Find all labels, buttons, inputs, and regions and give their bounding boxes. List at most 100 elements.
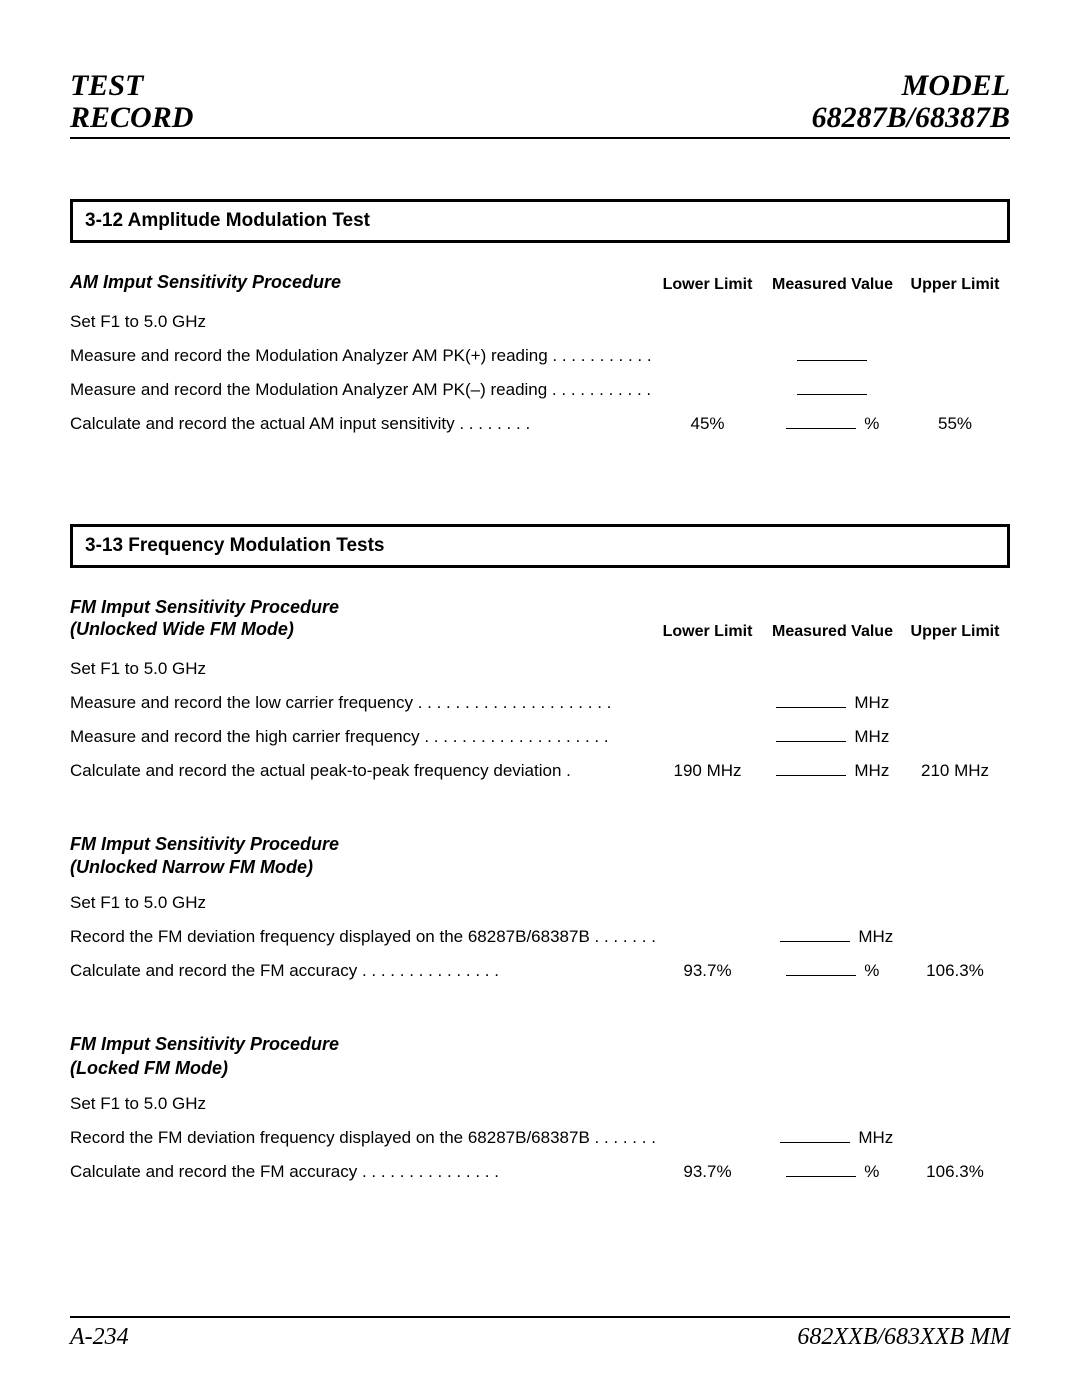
blank-field[interactable] <box>797 394 867 395</box>
col-upper: Upper Limit <box>900 276 1010 294</box>
header-left-line1: TEST <box>70 70 193 102</box>
measured-value: MHz <box>765 761 900 781</box>
measured-value: MHz <box>770 1128 902 1148</box>
unit-label: MHz <box>850 693 890 712</box>
col-measured: Measured Value <box>765 623 900 641</box>
fm-proc2-title: FM Imput Sensitivity Procedure (Unlocked… <box>70 833 1010 880</box>
unit-label: MHz <box>850 727 890 746</box>
col-measured: Measured Value <box>765 276 900 294</box>
measured-value: MHz <box>765 727 900 747</box>
measured-value <box>767 380 901 400</box>
upper-limit: 106.3% <box>900 961 1010 981</box>
unit-label: MHz <box>854 1128 894 1147</box>
fm-proc1-title: FM Imput Sensitivity Procedure (Unlocked… <box>70 596 650 641</box>
section-am: 3-12 Amplitude Modulation Test AM Imput … <box>70 199 1010 434</box>
col-lower: Lower Limit <box>650 623 765 641</box>
lower-limit: 190 MHz <box>650 761 765 781</box>
test-desc: Measure and record the low carrier frequ… <box>70 693 650 713</box>
test-row: Calculate and record the actual AM input… <box>70 414 1010 434</box>
fm-proc2-title-l2: (Unlocked Narrow FM Mode) <box>70 856 1010 879</box>
fm-proc3-title-l1: FM Imput Sensitivity Procedure <box>70 1033 1010 1056</box>
test-desc: Measure and record the Modulation Analyz… <box>70 380 653 400</box>
test-desc: Set F1 to 5.0 GHz <box>70 893 650 913</box>
am-rows: Set F1 to 5.0 GHz Measure and record the … <box>70 312 1010 434</box>
test-row: Measure and record the Modulation Analyz… <box>70 346 1010 366</box>
test-row: Set F1 to 5.0 GHz <box>70 659 1010 679</box>
section-fm-title: 3-13 Frequency Modulation Tests <box>70 524 1010 568</box>
measured-value: % <box>765 1162 900 1182</box>
blank-field[interactable] <box>776 741 846 742</box>
blank-field[interactable] <box>786 428 856 429</box>
test-row: Measure and record the low carrier frequ… <box>70 693 1010 713</box>
header-left: TEST RECORD <box>70 70 193 133</box>
test-desc: Calculate and record the FM accuracy . .… <box>70 961 650 981</box>
unit-label: % <box>860 961 880 980</box>
blank-field[interactable] <box>776 775 846 776</box>
test-row: Set F1 to 5.0 GHz <box>70 312 1010 332</box>
test-row: Set F1 to 5.0 GHz <box>70 893 1010 913</box>
section-fm: 3-13 Frequency Modulation Tests FM Imput… <box>70 524 1010 1183</box>
blank-field[interactable] <box>786 1176 856 1177</box>
measured-value: % <box>765 414 900 434</box>
lower-limit: 45% <box>650 414 765 434</box>
header-right: MODEL 68287B/68387B <box>812 70 1010 133</box>
section-am-title: 3-12 Amplitude Modulation Test <box>70 199 1010 243</box>
page: TEST RECORD MODEL 68287B/68387B 3-12 Amp… <box>0 0 1080 1397</box>
test-desc: Measure and record the high carrier freq… <box>70 727 650 747</box>
unit-label: % <box>860 1162 880 1181</box>
fm-proc1-title-l1: FM Imput Sensitivity Procedure <box>70 596 650 619</box>
page-header: TEST RECORD MODEL 68287B/68387B <box>70 70 1010 139</box>
fm-proc2-rows: Set F1 to 5.0 GHz Record the FM deviation… <box>70 893 1010 981</box>
upper-limit: 55% <box>900 414 1010 434</box>
footer-right: 682XXB/683XXB MM <box>797 1324 1010 1351</box>
unit-label: MHz <box>854 927 894 946</box>
unit-label: MHz <box>850 761 890 780</box>
unit-label: % <box>860 414 880 433</box>
test-row: Measure and record the Modulation Analyz… <box>70 380 1010 400</box>
blank-field[interactable] <box>776 707 846 708</box>
blank-field[interactable] <box>786 975 856 976</box>
blank-field[interactable] <box>780 941 850 942</box>
test-row: Calculate and record the FM accuracy . .… <box>70 1162 1010 1182</box>
header-right-line1: MODEL <box>812 70 1010 102</box>
test-row: Record the FM deviation frequency displa… <box>70 1128 1010 1148</box>
header-left-line2: RECORD <box>70 102 193 134</box>
fm-proc3-title: FM Imput Sensitivity Procedure (Locked F… <box>70 1033 1010 1080</box>
footer-left: A-234 <box>70 1324 129 1351</box>
test-desc: Calculate and record the actual peak-to-… <box>70 761 650 781</box>
upper-limit: 106.3% <box>900 1162 1010 1182</box>
measured-value <box>767 346 901 366</box>
am-column-header: AM Imput Sensitivity Procedure Lower Lim… <box>70 271 1010 294</box>
measured-value: MHz <box>765 693 900 713</box>
fm-proc1-header: FM Imput Sensitivity Procedure (Unlocked… <box>70 596 1010 641</box>
col-upper: Upper Limit <box>900 623 1010 641</box>
measured-value: % <box>765 961 900 981</box>
lower-limit: 93.7% <box>650 1162 765 1182</box>
am-procedure-title: AM Imput Sensitivity Procedure <box>70 271 650 294</box>
test-desc: Set F1 to 5.0 GHz <box>70 312 650 332</box>
test-row: Record the FM deviation frequency displa… <box>70 927 1010 947</box>
blank-field[interactable] <box>797 360 867 361</box>
test-desc: Set F1 to 5.0 GHz <box>70 1094 650 1114</box>
test-desc: Measure and record the Modulation Analyz… <box>70 346 653 366</box>
test-row: Measure and record the high carrier freq… <box>70 727 1010 747</box>
test-desc: Record the FM deviation frequency displa… <box>70 927 658 947</box>
fm-proc3-rows: Set F1 to 5.0 GHz Record the FM deviation… <box>70 1094 1010 1182</box>
test-desc: Set F1 to 5.0 GHz <box>70 659 650 679</box>
measured-value: MHz <box>770 927 902 947</box>
lower-limit: 93.7% <box>650 961 765 981</box>
col-lower: Lower Limit <box>650 276 765 294</box>
test-row: Calculate and record the actual peak-to-… <box>70 761 1010 781</box>
test-desc: Calculate and record the actual AM input… <box>70 414 650 434</box>
fm-proc1-rows: Set F1 to 5.0 GHz Measure and record the … <box>70 659 1010 781</box>
page-footer: A-234 682XXB/683XXB MM <box>70 1316 1010 1351</box>
test-desc: Record the FM deviation frequency displa… <box>70 1128 658 1148</box>
test-desc: Calculate and record the FM accuracy . .… <box>70 1162 650 1182</box>
fm-proc1-title-l2: (Unlocked Wide FM Mode) <box>70 618 650 641</box>
header-right-line2: 68287B/68387B <box>812 102 1010 134</box>
blank-field[interactable] <box>780 1142 850 1143</box>
upper-limit: 210 MHz <box>900 761 1010 781</box>
test-row: Calculate and record the FM accuracy . .… <box>70 961 1010 981</box>
test-row: Set F1 to 5.0 GHz <box>70 1094 1010 1114</box>
fm-proc3-title-l2: (Locked FM Mode) <box>70 1057 1010 1080</box>
